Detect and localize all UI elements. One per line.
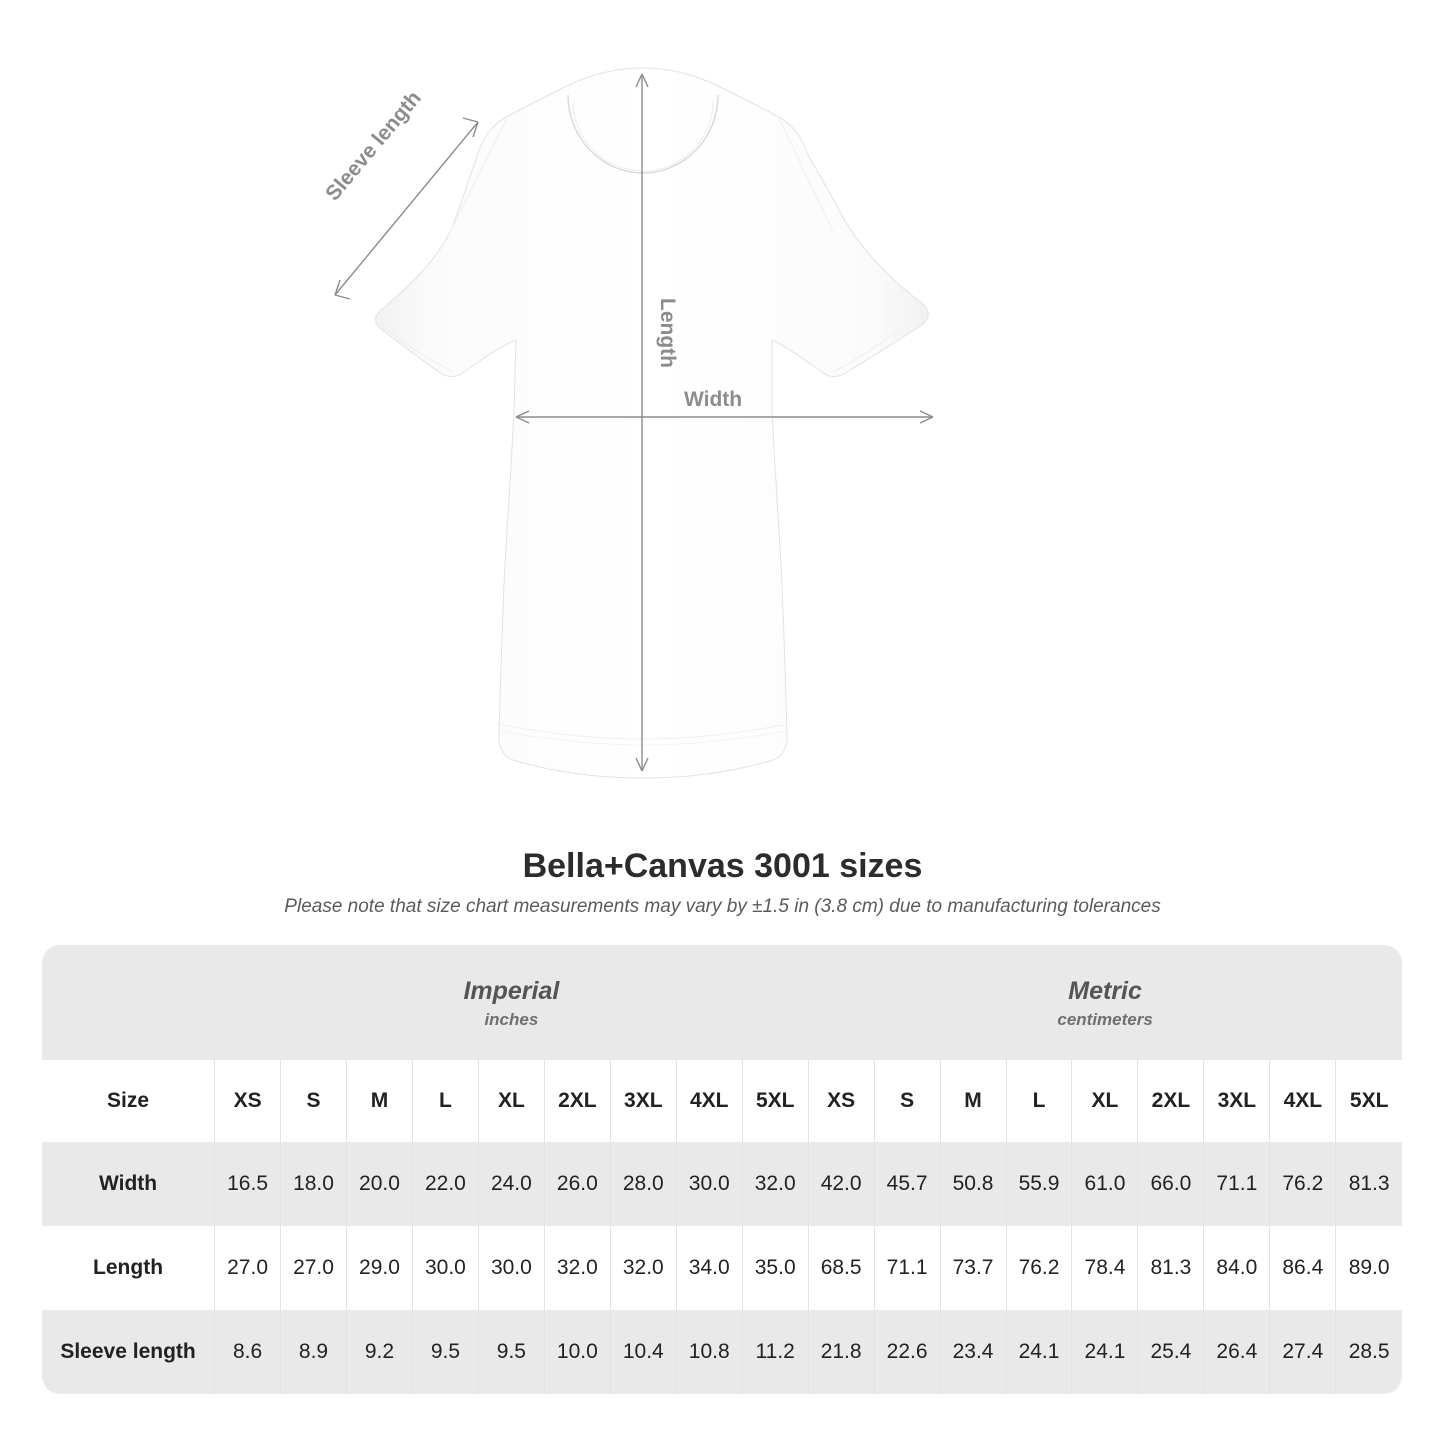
svg-text:Sleeve length: Sleeve length xyxy=(321,87,426,205)
svg-text:Length: Length xyxy=(656,298,679,368)
svg-text:Width: Width xyxy=(684,388,742,411)
